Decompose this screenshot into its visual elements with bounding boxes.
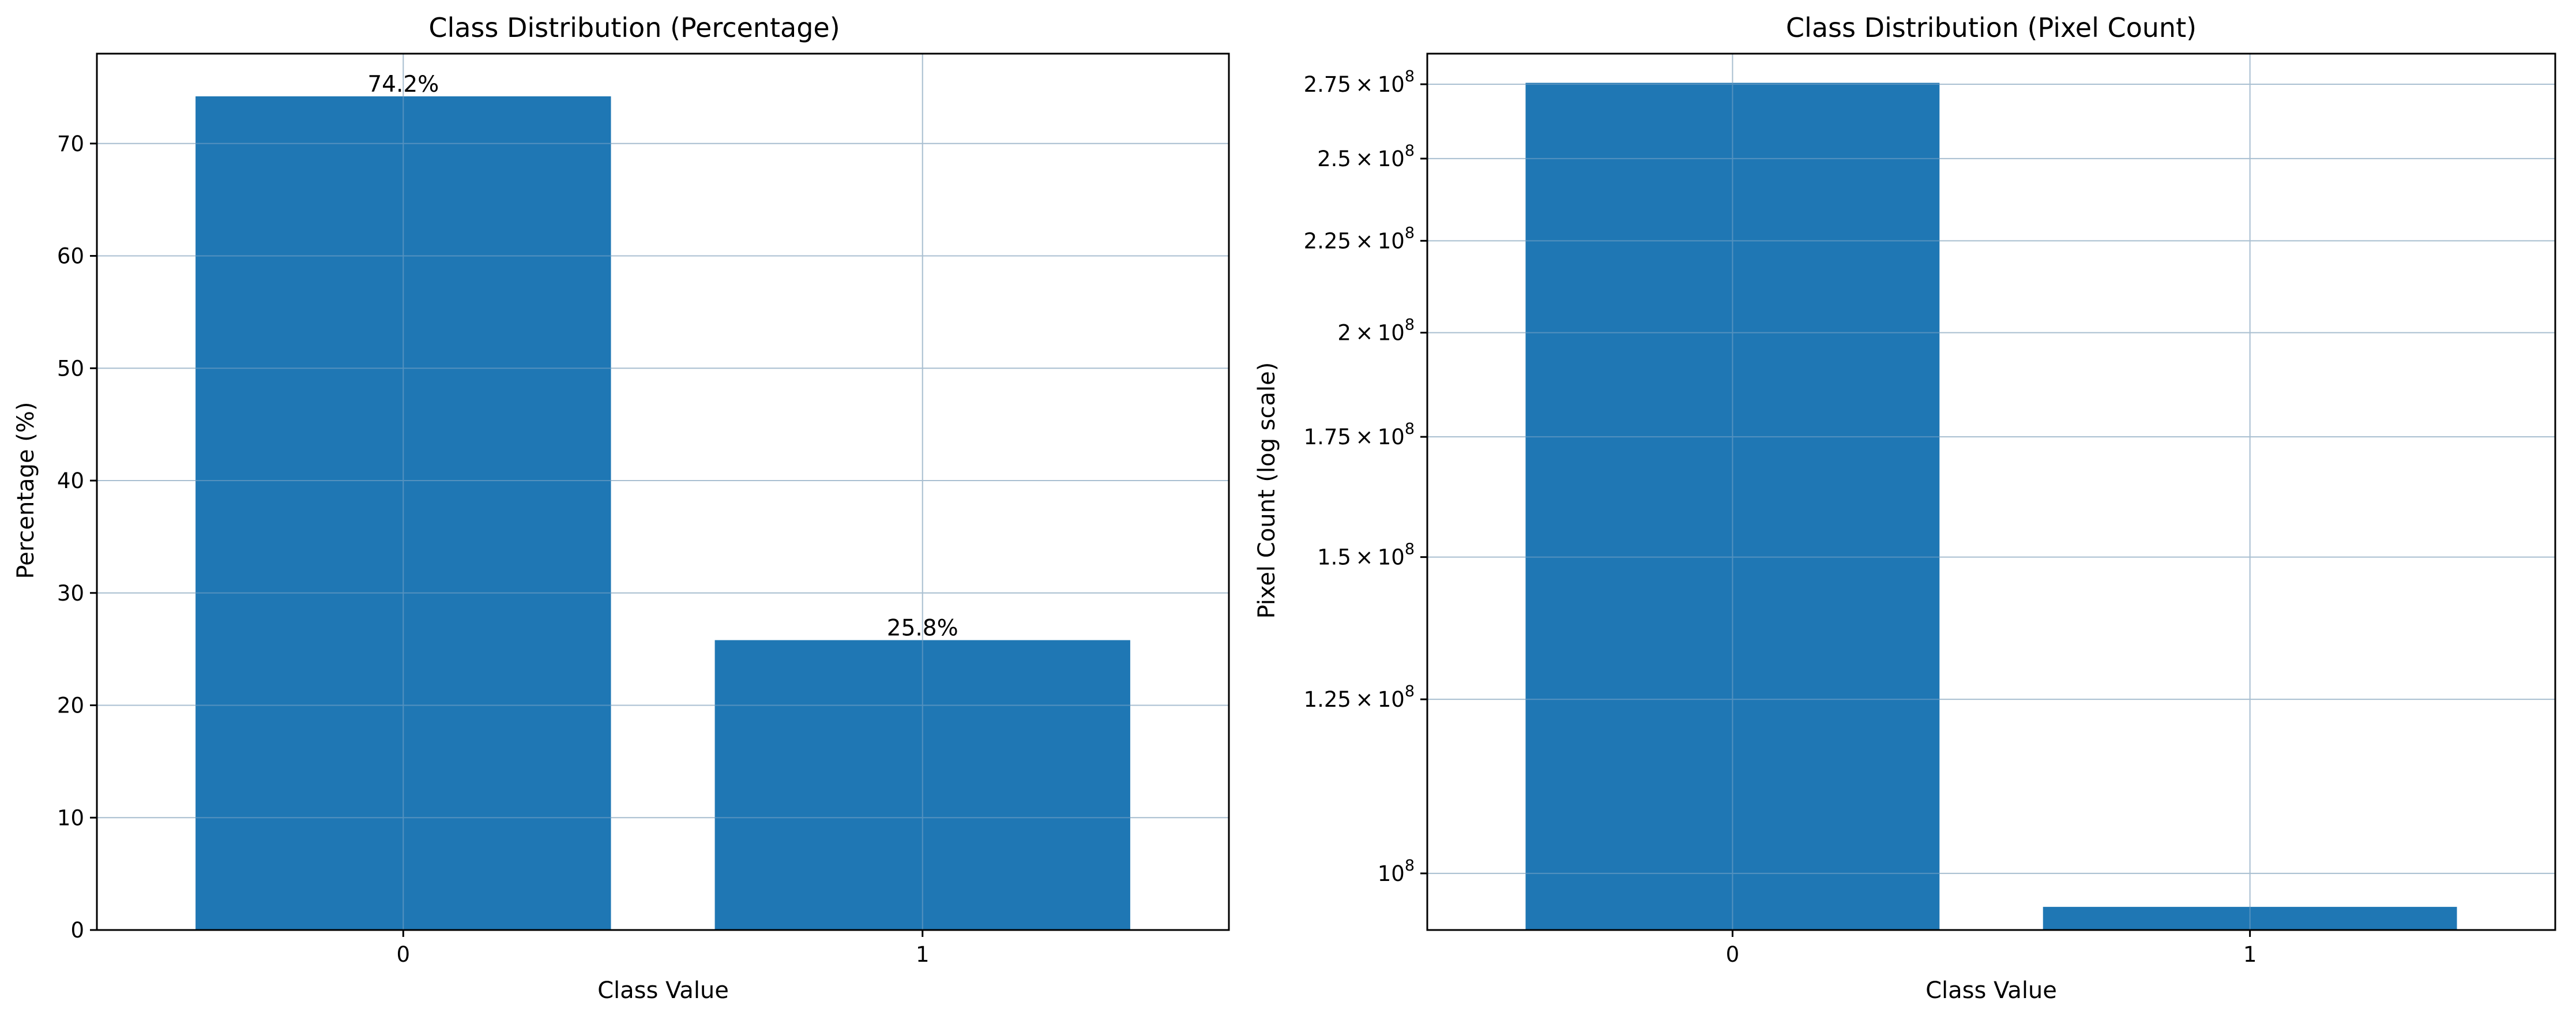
chart-pixel-count-y-tick-label: 2 × 108 [1337, 316, 1415, 346]
chart-percentage-x-tick-label: 1 [916, 942, 930, 967]
chart-percentage-bar-labels: 74.2% 25.8% [367, 72, 958, 642]
chart-pixel-count-axes-frame [1426, 52, 2556, 931]
chart-percentage-y-tick-label: 0 [70, 918, 84, 943]
chart-pixel-count-y-axis-label: Pixel Count (log scale) [1254, 362, 1280, 619]
chart-pixel-count-y-tick-label: 1.5 × 108 [1317, 541, 1415, 570]
chart-percentage-y-tick-label: 60 [57, 244, 84, 269]
chart-percentage-y-tick-label: 20 [57, 693, 84, 718]
chart-percentage-bar-value-label: 25.8% [887, 616, 958, 642]
chart-percentage-y-tick-label: 70 [57, 132, 84, 156]
chart-pixel-count: 108 1.25 × 108 1.5 × 108 1.75 × 108 2 × 108 2… [1254, 12, 2556, 1004]
chart-pixel-count-title: Class Distribution (Pixel Count) [1786, 12, 2197, 43]
chart-percentage-grid-overlay [97, 54, 1229, 931]
chart-pixel-count-y-tick-label: 2.25 × 108 [1304, 224, 1415, 253]
chart-pixel-count-x-tick-label: 0 [1726, 942, 1740, 967]
chart-percentage-title: Class Distribution (Percentage) [428, 12, 840, 43]
chart-percentage-y-axis-label: Percentage (%) [13, 402, 39, 579]
chart-pixel-count-x-axis-label: Class Value [1926, 977, 2057, 1004]
chart-pixel-count-y-tick-label: 2.5 × 108 [1317, 142, 1415, 171]
chart-percentage-axes-frame [96, 52, 1230, 931]
chart-percentage-y-tick-label: 10 [57, 805, 84, 830]
chart-percentage-y-tick-label: 30 [57, 581, 84, 606]
chart-pixel-count-y-tick-label: 2.75 × 108 [1304, 68, 1415, 97]
chart-pixel-count-y-ticks: 108 1.25 × 108 1.5 × 108 1.75 × 108 2 × 108 2… [1304, 68, 1427, 886]
chart-percentage-y-tick-label: 50 [57, 356, 84, 381]
chart-percentage-y-tick-label: 40 [57, 468, 84, 493]
chart-pixel-count-grid-overlay [1427, 54, 2555, 930]
chart-pixel-count-y-tick-label: 1.25 × 108 [1304, 682, 1415, 712]
chart-pixel-count-x-tick-label: 1 [2243, 942, 2257, 967]
chart-percentage-bar-value-label: 74.2% [367, 72, 439, 97]
chart-percentage-x-axis-label: Class Value [597, 977, 729, 1004]
chart-percentage-x-tick-label: 0 [396, 942, 410, 967]
chart-pixel-count-y-tick-label: 108 [1378, 857, 1415, 886]
chart-pixel-count-y-tick-label: 1.75 × 108 [1304, 420, 1415, 449]
chart-percentage-y-ticks: 0 10 20 30 40 50 60 70 [57, 132, 97, 943]
